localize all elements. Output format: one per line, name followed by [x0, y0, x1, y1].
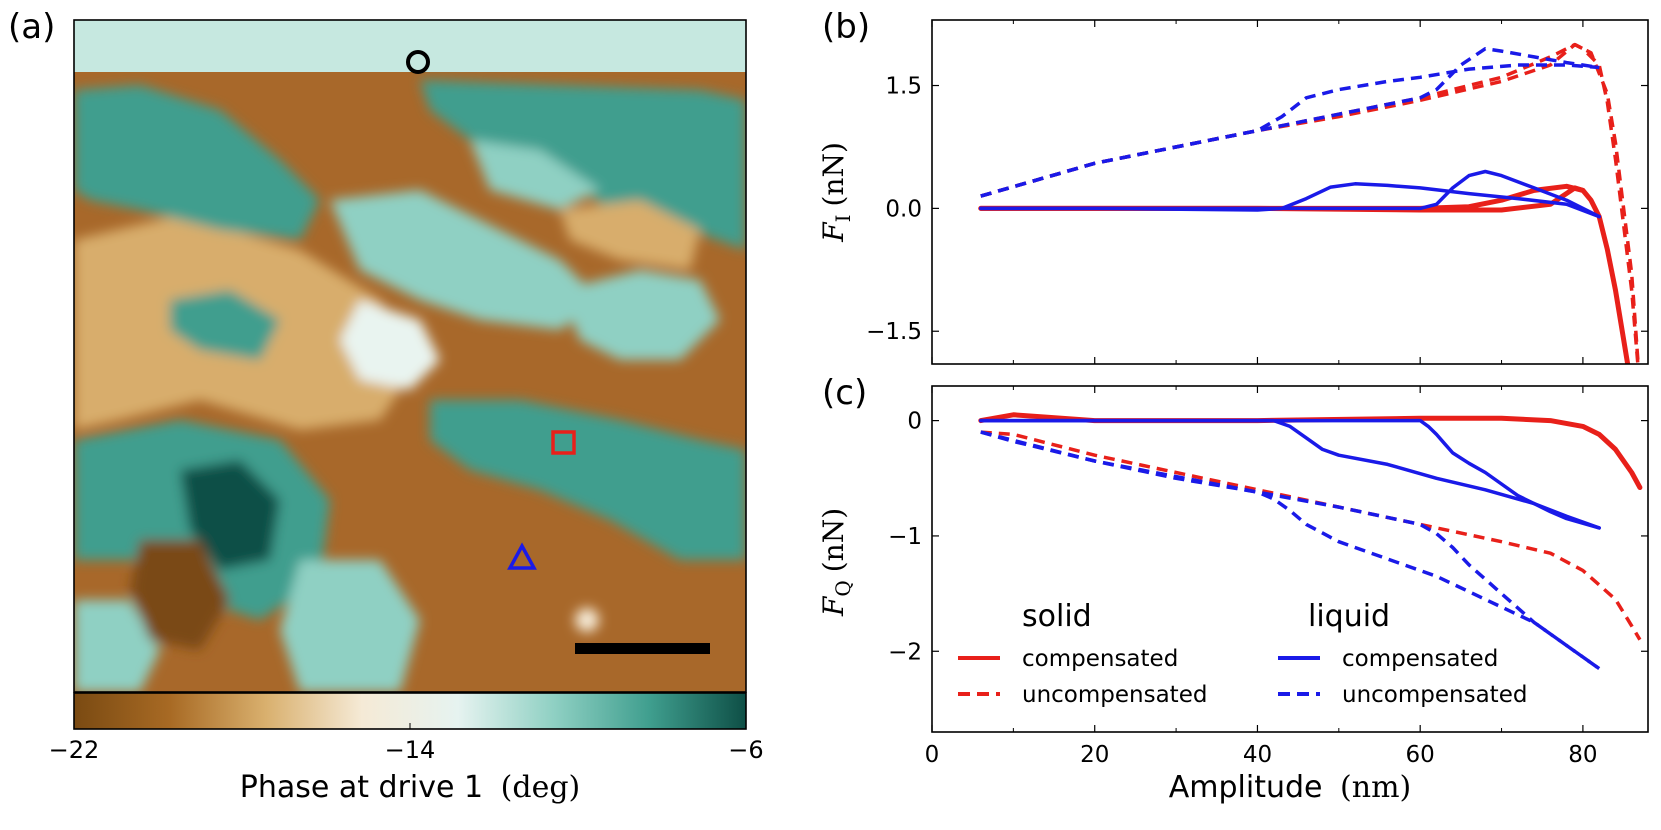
ylabel-b-unit: (nN) [817, 142, 850, 206]
ylabel-c: FQ (nN) [817, 508, 855, 617]
colorbar-ticks [73, 723, 747, 729]
phase-map-domain [74, 85, 320, 240]
ylabel-b-symbol: F [817, 221, 850, 243]
plot-c: 0 −1 −2 0 20 40 60 80 [888, 386, 1648, 768]
marker-triangle [507, 542, 537, 570]
y-tick-label: −1.5 [866, 319, 922, 345]
plot-b: 1.5 0.0 −1.5 [866, 20, 1648, 364]
phase-map-domain [560, 270, 720, 360]
x-tick-label: 40 [1243, 742, 1272, 768]
phase-map-domain [330, 190, 600, 330]
phase-map-domain [280, 560, 420, 692]
series-line-solid-compensated [978, 183, 1631, 364]
phase-map-domain [340, 300, 440, 390]
phase-map-domain [130, 540, 230, 650]
phase-map-domain [180, 460, 280, 570]
series-group [978, 42, 1640, 364]
y-tick-label: 0 [907, 409, 922, 435]
legend-label-liquid-uncompensated: uncompensated [1342, 682, 1527, 708]
ylabel-c-symbol: F [817, 595, 850, 617]
series-line-solid-uncompensated [980, 430, 1642, 641]
colorbar-tick-label: −14 [385, 736, 436, 764]
phase-map-domain [420, 80, 746, 250]
phase-map-domain [170, 290, 280, 360]
colorbar-tick-label: −6 [728, 736, 763, 764]
xlabel-c-unit: (nm) [1340, 770, 1411, 805]
y-tick-label: 1.5 [885, 74, 922, 100]
xlabel-c-text: Amplitude [1169, 770, 1323, 805]
phase-map-bright-spot [575, 608, 599, 632]
colorbar-tick-label: −22 [49, 736, 100, 764]
x-tick-label: 20 [1080, 742, 1109, 768]
series-group [978, 412, 1643, 671]
series-line-liquid-uncompensated-return- [980, 46, 1600, 198]
colorbar-label: Phase at drive 1 (deg) [240, 770, 580, 805]
legend-label-liquid-compensated: compensated [1342, 646, 1498, 672]
axes-frame-b [931, 19, 1649, 365]
ylabel-b: FI (nN) [817, 142, 855, 243]
legend-group-title-liquid: liquid [1308, 599, 1390, 634]
colorbar-label-text: Phase at drive 1 [240, 770, 483, 805]
axes-frame-c [931, 385, 1649, 733]
legend-label-solid-compensated: compensated [1022, 646, 1178, 672]
phase-map-frame [73, 19, 747, 693]
x-tick-label: 0 [925, 742, 940, 768]
panel-label-b: (b) [822, 7, 870, 47]
legend: solid compensated uncompensated liquid c… [958, 599, 1527, 708]
series-line-liquid-compensated-return- [979, 169, 1601, 219]
series-line-liquid-compensated-return- [979, 418, 1601, 530]
series-line-liquid-uncompensated-return- [980, 430, 1601, 671]
x-tick-label: 60 [1406, 742, 1435, 768]
legend-group-title-solid: solid [1022, 599, 1092, 634]
panel-label-a: (a) [8, 7, 55, 47]
y-tick-label: −2 [888, 639, 922, 665]
phase-map [74, 20, 746, 692]
xlabel-c: Amplitude (nm) [1169, 770, 1411, 805]
y-tick-label: 0.0 [885, 196, 922, 222]
phase-map-texture [74, 80, 746, 692]
marker-circle [406, 50, 430, 74]
ylabel-b-sub: I [831, 215, 855, 223]
legend-label-solid-uncompensated: uncompensated [1022, 682, 1207, 708]
ylabel-c-unit: (nN) [817, 508, 850, 572]
phase-map-domain [470, 140, 600, 210]
y-tick-label: −1 [888, 524, 922, 550]
series-line-solid-compensated [978, 412, 1643, 490]
marker-square [551, 430, 576, 455]
panel-label-c: (c) [822, 373, 867, 413]
phase-map-domain [430, 400, 746, 560]
scale-bar [575, 643, 710, 654]
colorbar-label-unit: (deg) [501, 770, 581, 805]
phase-map-domain [74, 600, 160, 692]
x-tick-label: 80 [1568, 742, 1597, 768]
series-line-liquid-compensated [979, 418, 1601, 530]
ylabel-c-sub: Q [831, 580, 855, 596]
phase-map-domain [560, 200, 700, 270]
